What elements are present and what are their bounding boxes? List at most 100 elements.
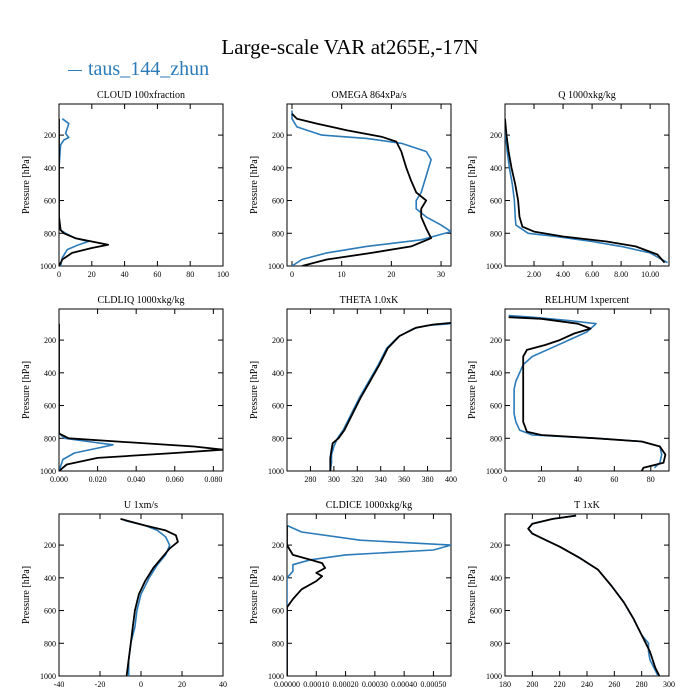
x-tick-label: 20 — [88, 270, 96, 279]
y-tick-label: 600 — [490, 197, 502, 206]
y-tick-label: 800 — [44, 229, 56, 238]
panel-7: CLDICE 1000xkg/kg Pressure [hPa] 200 400 600… — [249, 500, 452, 689]
y-tick-label: 200 — [272, 541, 284, 550]
x-tick-label: 4.00 — [556, 270, 570, 279]
y-tick-label: 400 — [490, 369, 502, 378]
x-tick-label: 30 — [437, 270, 445, 279]
series-line-reference — [527, 514, 661, 676]
x-tick-label: 0.00020 — [333, 680, 359, 689]
x-tick-label: 0.080 — [204, 475, 222, 484]
panel-frame — [286, 308, 452, 472]
panel-title: U 1xm/s — [124, 500, 158, 511]
y-tick-label: 400 — [272, 369, 284, 378]
y-tick-label: 600 — [44, 197, 56, 206]
x-tick-label: 80 — [647, 475, 655, 484]
y-tick-label: 800 — [490, 639, 502, 648]
y-tick-label: 400 — [272, 574, 284, 583]
y-axis-label: Pressure [hPa] — [249, 361, 260, 419]
panel-frame — [504, 308, 670, 472]
panel-frame — [504, 513, 670, 677]
y-tick-label: 200 — [490, 131, 502, 140]
x-tick-label: 220 — [554, 680, 566, 689]
y-tick-label: 600 — [490, 402, 502, 411]
y-tick-label: 400 — [490, 164, 502, 173]
y-tick-label: 1000 — [486, 262, 502, 271]
y-tick-label: 200 — [490, 336, 502, 345]
series-line-reference — [59, 118, 110, 266]
series-line-taus — [59, 323, 114, 471]
y-tick-label: 200 — [272, 131, 284, 140]
x-tick-label: 20 — [178, 680, 186, 689]
x-tick-label: 0.00040 — [391, 680, 417, 689]
x-tick-label: 10.00 — [641, 270, 659, 279]
x-tick-label: 100 — [217, 270, 229, 279]
y-tick-label: 1000 — [40, 672, 56, 681]
series-line-reference — [287, 525, 326, 676]
y-tick-label: 600 — [272, 607, 284, 616]
x-tick-label: 0.00000 — [274, 680, 300, 689]
x-tick-label: 2.00 — [527, 270, 541, 279]
panel-frame — [286, 513, 452, 677]
x-tick-label: 0.040 — [127, 475, 145, 484]
x-tick-label: 0 — [503, 475, 507, 484]
x-tick-label: 8.00 — [614, 270, 628, 279]
y-tick-label: 200 — [490, 541, 502, 550]
x-tick-label: 0.00010 — [303, 680, 329, 689]
y-tick-label: 400 — [490, 574, 502, 583]
y-tick-label: 1000 — [40, 262, 56, 271]
x-tick-label: 360 — [398, 475, 410, 484]
series-line-taus — [291, 110, 451, 266]
panel-title: CLDLIQ 1000xkg/kg — [98, 295, 185, 306]
y-axis-label: Pressure [hPa] — [467, 156, 478, 214]
x-tick-label: 240 — [581, 680, 593, 689]
panel-title: THETA 1.0xK — [340, 295, 399, 306]
panel-title: CLOUD 100xfraction — [97, 90, 185, 101]
y-tick-label: 400 — [44, 164, 56, 173]
x-tick-label: -40 — [54, 680, 65, 689]
x-tick-label: 0.00050 — [420, 680, 446, 689]
y-tick-label: 600 — [44, 402, 56, 411]
x-tick-label: 320 — [351, 475, 363, 484]
x-tick-label: 20 — [387, 270, 395, 279]
x-tick-label: 10 — [338, 270, 346, 279]
x-tick-label: 0 — [139, 680, 143, 689]
series-line-taus — [527, 514, 659, 676]
y-tick-label: 1000 — [486, 672, 502, 681]
x-tick-label: -20 — [95, 680, 106, 689]
x-tick-label: 60 — [610, 475, 618, 484]
y-tick-label: 1000 — [268, 467, 284, 476]
y-tick-label: 1000 — [268, 262, 284, 271]
panel-4: THETA 1.0xK Pressure [hPa] 200 400 600 800 100… — [249, 295, 457, 484]
x-tick-label: 0 — [290, 270, 294, 279]
panel-title: OMEGA 864xPa/s — [331, 90, 406, 101]
y-tick-label: 800 — [272, 639, 284, 648]
x-tick-label: 80 — [186, 270, 194, 279]
y-tick-label: 200 — [272, 336, 284, 345]
panel-2: Q 1000xkg/kg Pressure [hPa] 200 400 600 800 10… — [467, 90, 670, 279]
y-tick-label: 400 — [272, 164, 284, 173]
x-tick-label: 380 — [422, 475, 434, 484]
legend-label: taus_144_zhun — [88, 58, 210, 80]
x-tick-label: 0.000 — [50, 475, 68, 484]
series-line-reference — [329, 322, 451, 471]
y-tick-label: 600 — [490, 607, 502, 616]
series-line-reference — [505, 118, 666, 264]
panel-frame — [286, 103, 452, 267]
panel-frame — [504, 103, 670, 267]
x-tick-label: 300 — [328, 475, 340, 484]
x-tick-label: 200 — [526, 680, 538, 689]
y-tick-label: 1000 — [268, 672, 284, 681]
y-tick-label: 800 — [44, 639, 56, 648]
legend-swatch — [68, 69, 82, 71]
figure-title: Large-scale VAR at265E,-17N — [221, 35, 479, 59]
series-line-reference — [508, 316, 667, 471]
y-tick-label: 400 — [44, 574, 56, 583]
series-line-taus — [59, 118, 90, 266]
series-line-taus — [505, 118, 668, 264]
y-tick-label: 800 — [272, 434, 284, 443]
